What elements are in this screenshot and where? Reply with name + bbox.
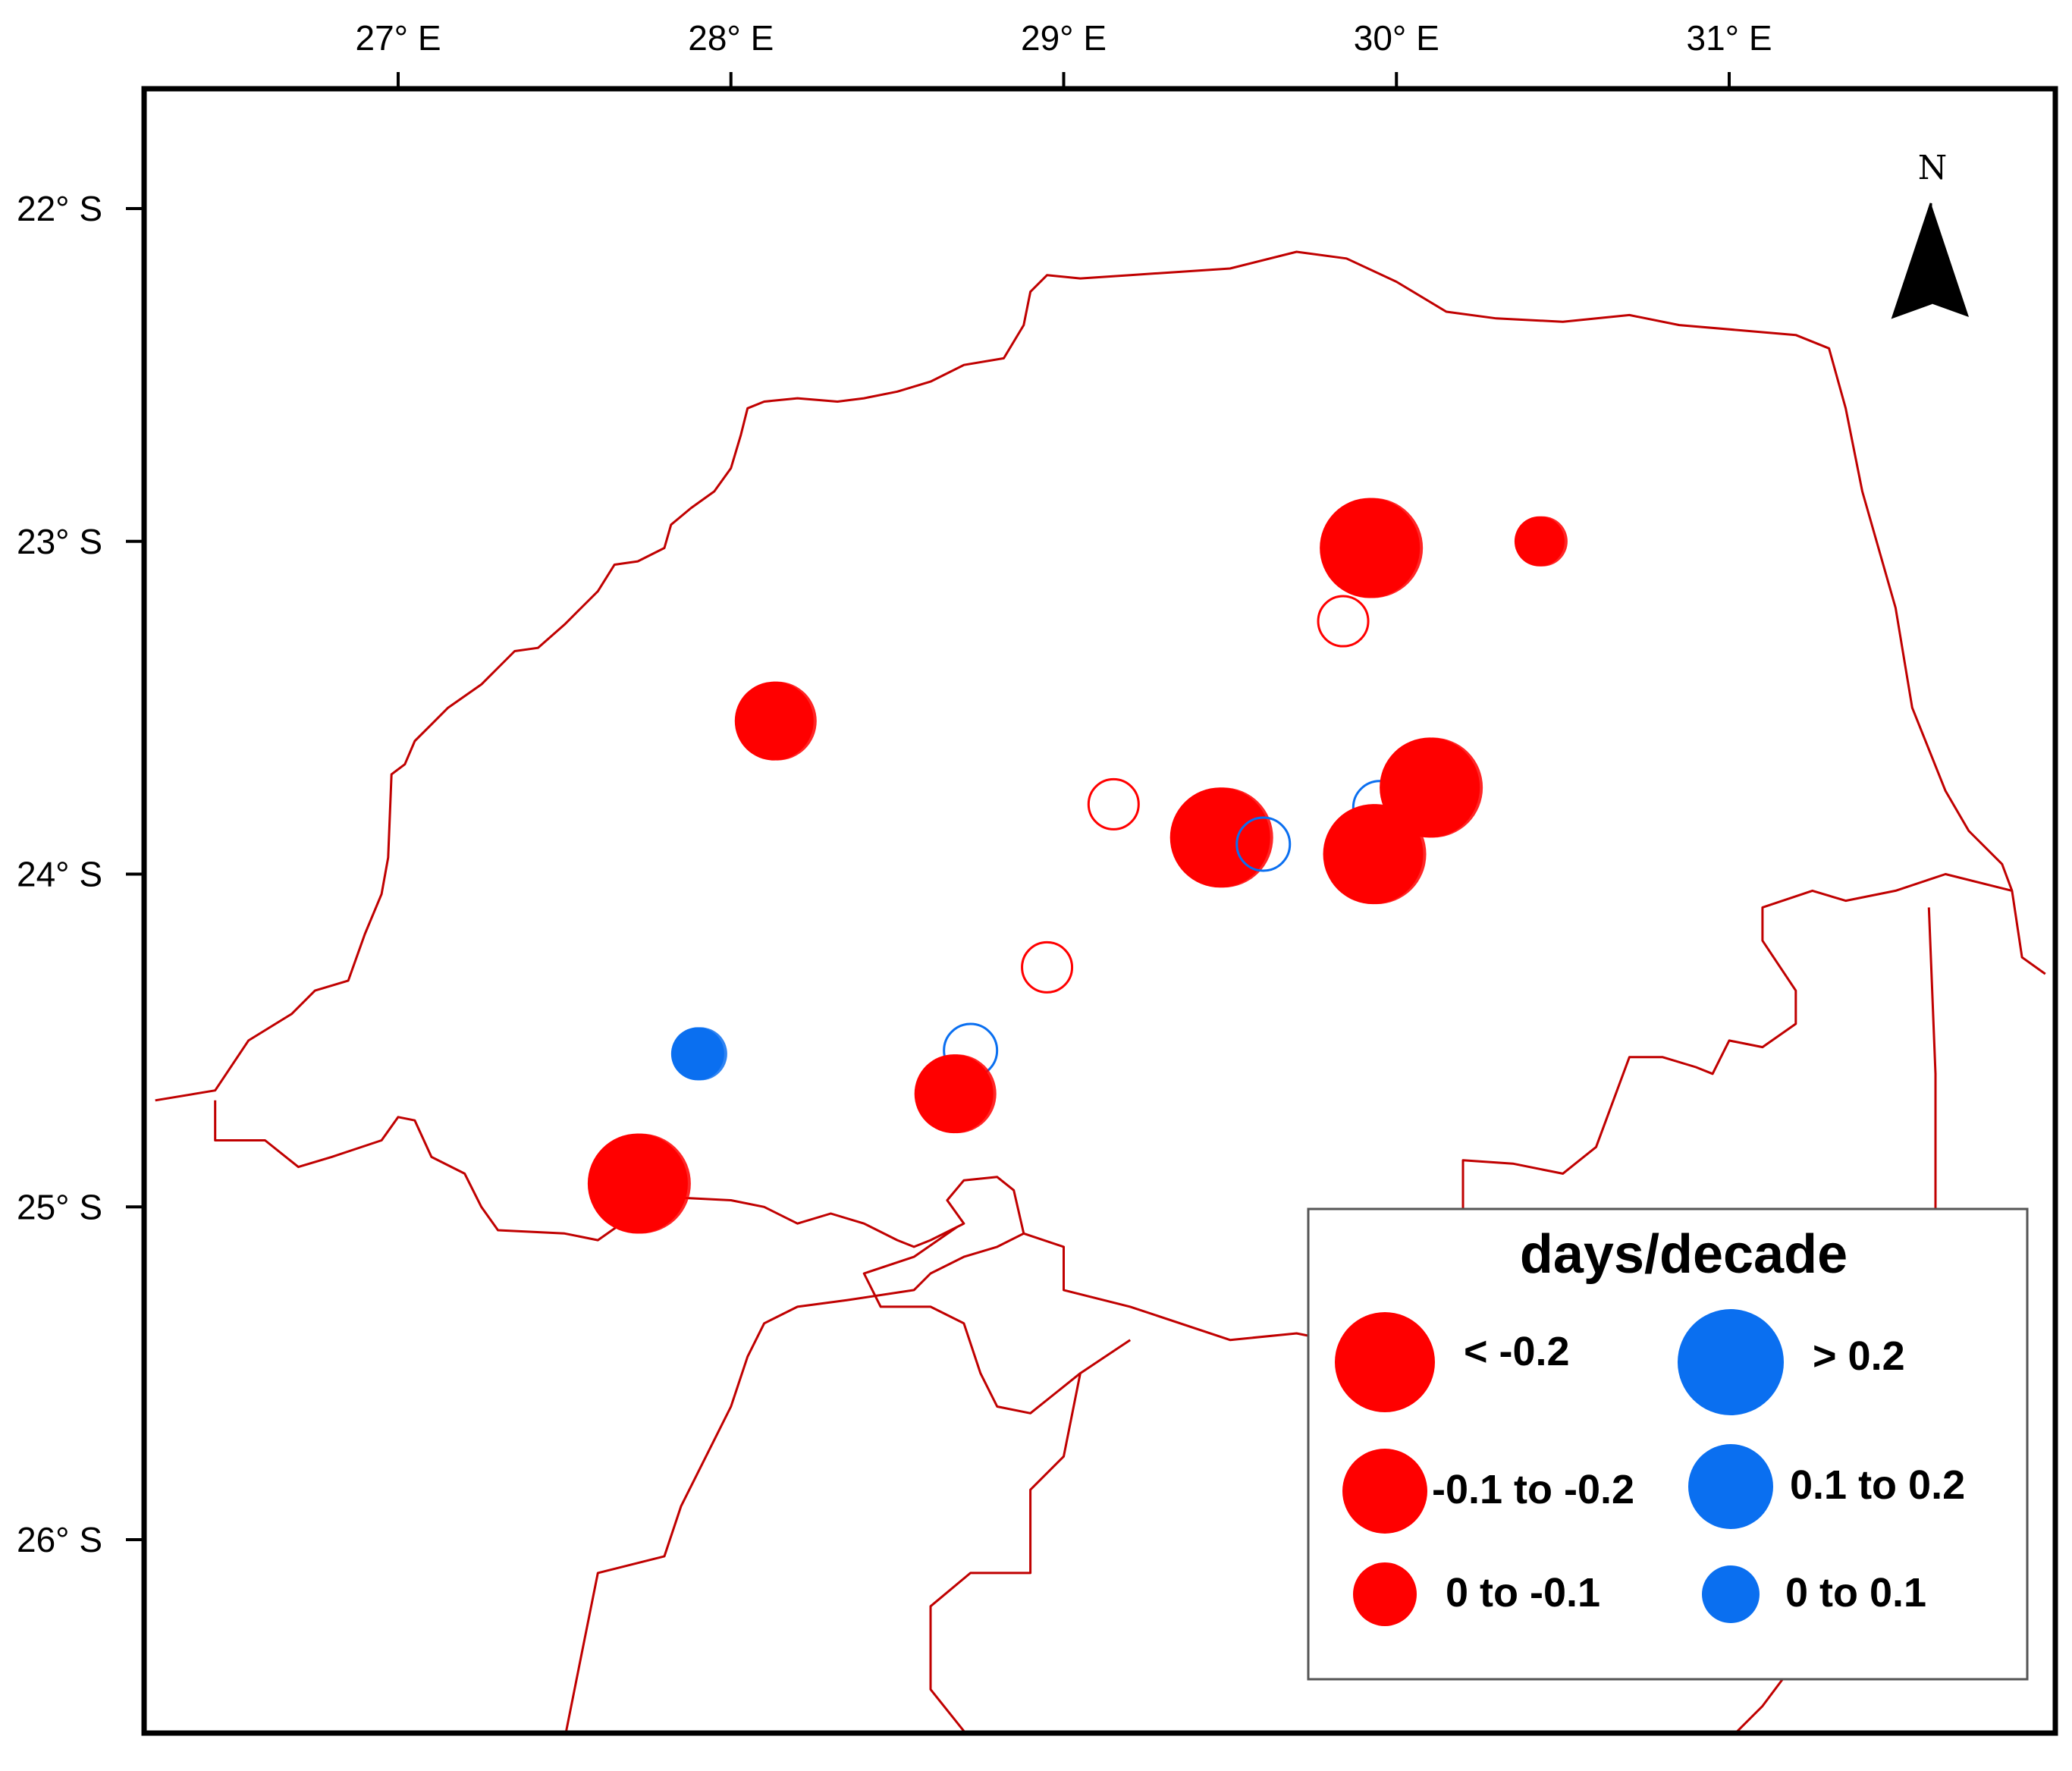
legend-title: days/decade (1520, 1224, 1848, 1285)
legend-box (1307, 1207, 2029, 1681)
lon-tick-label: 29° E (1021, 18, 1107, 58)
legend-swatch-red-large (1335, 1312, 1435, 1412)
north-arrow-icon (1931, 203, 1969, 317)
legend-label-neg-0-1-to-neg-0-2: -0.1 to -0.2 (1432, 1467, 1634, 1512)
stations-layer (587, 498, 1568, 1234)
station-marker (1380, 737, 1480, 838)
border-inner-district-3 (862, 1226, 1082, 1415)
legend-label-0-to-neg-0-1: 0 to -0.1 (1446, 1570, 1600, 1616)
station-marker (1514, 516, 1565, 567)
station-marker (1323, 804, 1424, 905)
lon-tick-label: 30° E (1354, 18, 1439, 58)
legend-label-gt-0-2: > 0.2 (1813, 1333, 1905, 1379)
north-arrow-icon-left (1891, 203, 1932, 319)
border-inner-district-2 (929, 1339, 1132, 1733)
station-marker (670, 1027, 724, 1081)
map-frame (141, 86, 2058, 1736)
graticule-ticks: 27° E 28° E 29° E 30° E 31° E 22° S 23° S 24° S… (17, 18, 1772, 1559)
border-east-border (1395, 873, 2013, 1348)
legend-swatch-blue-small (1702, 1565, 1760, 1623)
station-marker-hollow (1235, 816, 1292, 872)
lat-tick-label: 25° S (17, 1187, 102, 1226)
lon-tick-label: 28° E (688, 18, 774, 58)
legend-swatch-blue-large (1678, 1309, 1784, 1415)
station-marker (914, 1054, 994, 1134)
lon-tick-label: 31° E (1686, 18, 1772, 58)
station-marker (734, 681, 814, 761)
north-arrow: N (1891, 149, 1969, 319)
legend: days/decade < -0.2 -0.1 to -0.2 0 to -0.… (1307, 1207, 2029, 1681)
border-province-outline (155, 250, 2046, 1102)
legend-label-lt-neg-0-2: < -0.2 (1464, 1329, 1570, 1374)
legend-swatch-red-medium (1342, 1449, 1427, 1534)
legend-label-0-to-0-1: 0 to 0.1 (1785, 1570, 1926, 1616)
station-marker-hollow (1021, 940, 1074, 994)
borders-layer (155, 250, 2046, 1733)
lat-tick-label: 24° S (17, 855, 102, 894)
lon-tick-label: 27° E (355, 18, 441, 58)
station-marker (1169, 787, 1270, 888)
station-marker-hollow (1087, 777, 1140, 831)
lat-tick-label: 23° S (17, 522, 102, 561)
legend-label-0-1-to-0-2: 0.1 to 0.2 (1790, 1462, 1965, 1508)
legend-swatch-blue-medium (1688, 1444, 1773, 1529)
border-inner-district-1 (564, 1232, 1025, 1733)
border-south-border (214, 1100, 1397, 1348)
lat-tick-label: 26° S (17, 1520, 102, 1559)
lat-tick-label: 22° S (17, 189, 102, 228)
legend-swatch-red-small (1353, 1562, 1417, 1626)
station-marker-hollow (1317, 595, 1370, 648)
north-label: N (1918, 149, 1948, 187)
station-marker (1320, 498, 1421, 598)
station-marker (587, 1133, 688, 1234)
